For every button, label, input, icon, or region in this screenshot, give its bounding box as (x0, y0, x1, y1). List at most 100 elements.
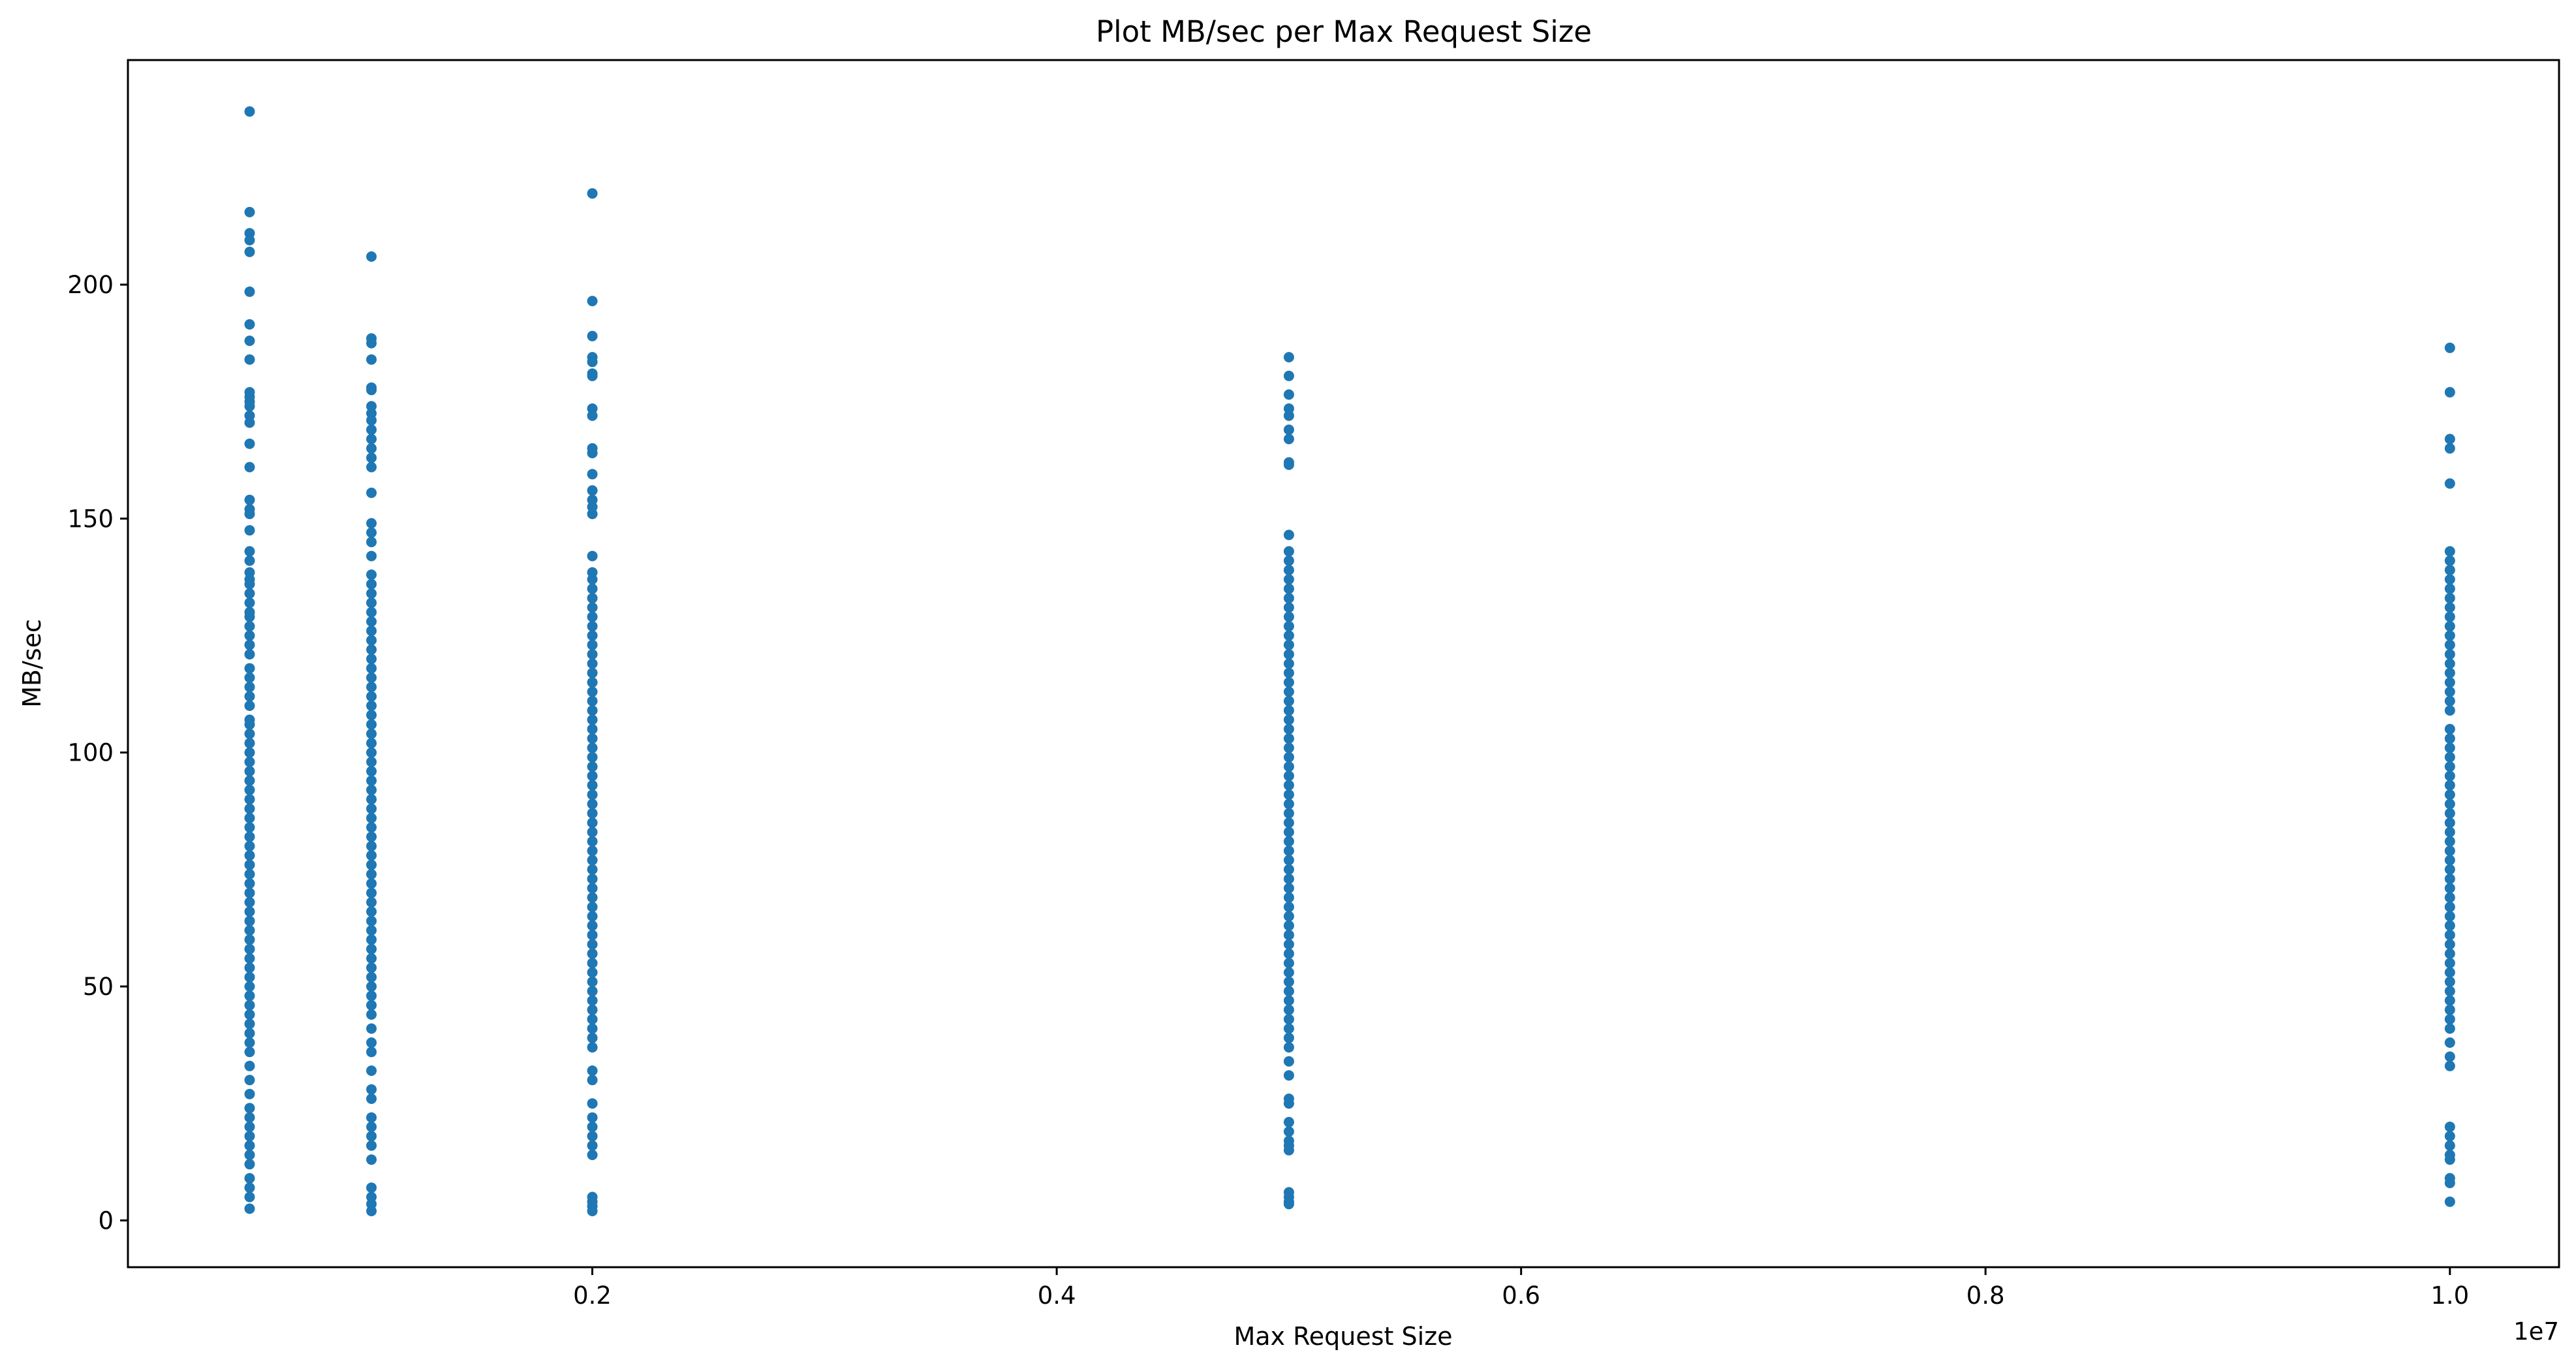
data-point (2444, 808, 2455, 819)
data-point (244, 462, 255, 473)
data-point (244, 1103, 255, 1114)
data-point (366, 433, 377, 445)
data-point (587, 770, 598, 781)
data-point (366, 1122, 377, 1132)
data-point (587, 1004, 598, 1015)
data-point (2444, 593, 2455, 604)
data-point (587, 188, 598, 199)
data-point (244, 691, 255, 702)
data-point (366, 1023, 377, 1034)
data-point (366, 934, 377, 945)
data-point (2444, 611, 2455, 622)
data-point (366, 897, 377, 907)
data-point (2444, 583, 2455, 594)
data-point (587, 789, 598, 800)
data-point (366, 487, 377, 498)
data-point (366, 1065, 377, 1076)
data-point (587, 550, 598, 561)
data-point (2444, 602, 2455, 613)
data-point (244, 588, 255, 599)
data-point (2444, 1131, 2455, 1142)
data-point (366, 644, 377, 655)
data-point (366, 757, 377, 767)
data-point (1283, 995, 1294, 1006)
data-point (1283, 667, 1294, 678)
data-point (587, 356, 598, 368)
x-axis-ticks: 0.2 0.4 0.6 0.8 1.0 (573, 1267, 2469, 1310)
data-point (2444, 798, 2455, 810)
data-point (587, 1042, 598, 1053)
data-point (244, 934, 255, 945)
data-point (244, 682, 255, 693)
data-point (366, 607, 377, 618)
data-point (244, 850, 255, 861)
data-point (587, 930, 598, 941)
data-point (587, 330, 598, 341)
data-point (1283, 845, 1294, 857)
data-point (366, 672, 377, 683)
data-point (244, 106, 255, 117)
data-point (1283, 761, 1294, 772)
data-point (2444, 1122, 2455, 1132)
data-point (1283, 948, 1294, 959)
data-point (587, 780, 598, 791)
data-point (366, 962, 377, 973)
data-point (366, 415, 377, 426)
data-point (2444, 939, 2455, 950)
data-point (1283, 958, 1294, 969)
data-point (244, 611, 255, 622)
data-point (366, 251, 377, 262)
data-point (366, 569, 377, 580)
data-point (1283, 611, 1294, 622)
data-point (1283, 1116, 1294, 1127)
data-point (366, 691, 377, 702)
x-tick-label: 0.2 (573, 1282, 612, 1310)
data-point (244, 775, 255, 786)
data-point (2444, 874, 2455, 885)
y-tick-label: 150 (67, 505, 114, 533)
data-point (587, 995, 598, 1006)
data-point (366, 654, 377, 665)
data-point (2444, 733, 2455, 744)
data-point (2444, 705, 2455, 716)
data-point (1283, 808, 1294, 819)
data-point (1283, 410, 1294, 421)
data-point (366, 635, 377, 646)
x-tick-label: 0.8 (1966, 1282, 2005, 1310)
data-point (2444, 386, 2455, 398)
data-point (244, 1122, 255, 1132)
data-point (366, 1037, 377, 1048)
data-point (2444, 1178, 2455, 1188)
data-point (244, 597, 255, 608)
data-point (1283, 424, 1294, 435)
data-point (366, 354, 377, 365)
data-point (244, 401, 255, 412)
data-point (587, 920, 598, 931)
data-point (244, 336, 255, 346)
data-point (366, 625, 377, 637)
data-point (366, 887, 377, 898)
data-point (587, 469, 598, 480)
data-point (587, 817, 598, 828)
data-point (244, 962, 255, 973)
data-point (2444, 1060, 2455, 1071)
data-point (2444, 892, 2455, 903)
data-point (2444, 958, 2455, 969)
data-point (366, 443, 377, 454)
data-point (587, 410, 598, 421)
data-point (2444, 639, 2455, 650)
data-point (587, 836, 598, 847)
data-point (2444, 911, 2455, 922)
data-point (587, 948, 598, 959)
data-point (1283, 976, 1294, 987)
data-point (1283, 1042, 1294, 1053)
data-point (244, 578, 255, 590)
data-point (587, 958, 598, 969)
data-point (1283, 939, 1294, 950)
data-point (366, 850, 377, 861)
data-point (1283, 1144, 1294, 1156)
data-point (587, 855, 598, 866)
data-point (244, 1088, 255, 1099)
data-point (2444, 478, 2455, 489)
data-point (366, 831, 377, 842)
